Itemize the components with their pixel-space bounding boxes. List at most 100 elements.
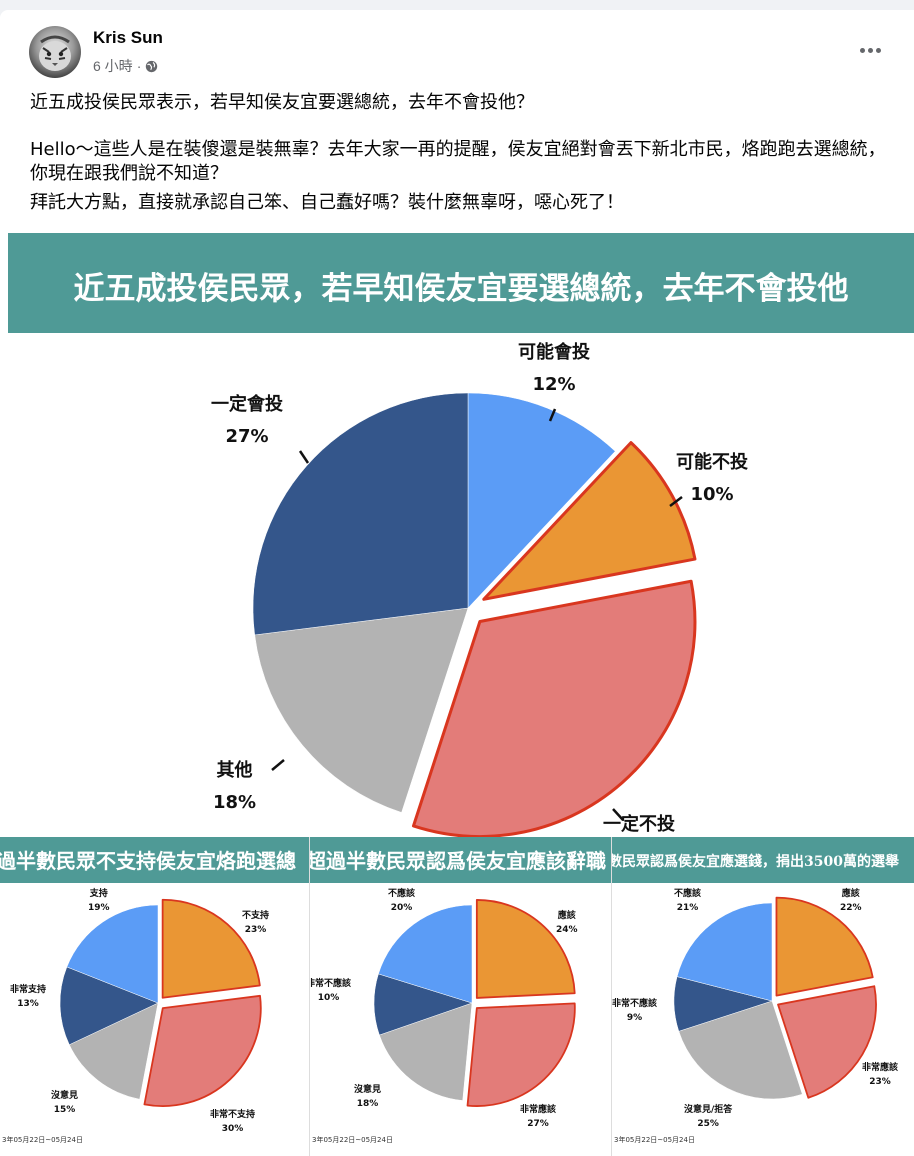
sub-chart-title: 數民眾認爲侯友宜應選錢，捐出3500萬的選舉 — [612, 854, 899, 870]
pie-label: 不應該 21% — [674, 887, 701, 915]
tiger-avatar-icon — [39, 35, 71, 71]
slice-label: 支持 — [89, 889, 108, 899]
pie-label: 支持 19% — [88, 887, 110, 915]
pie-label: 應該 22% — [840, 887, 862, 915]
leader-line — [271, 759, 285, 771]
pie-label: 沒意見/拒答 25% — [684, 1103, 732, 1131]
slice-label: 一定不投 — [603, 814, 675, 835]
slice-value-label: 27% — [527, 1119, 549, 1129]
pie-slice-3 — [254, 607, 469, 813]
pie-label: 一定不投 — [603, 809, 675, 838]
globe-icon[interactable] — [145, 60, 158, 73]
pie-label: 一定會投 27% — [211, 389, 283, 453]
post-paragraph: Hello～這些人是在裝傻還是裝無辜？去年大家一再的提醒，侯友宜絕對會丟下新北市… — [30, 139, 886, 184]
slice-value-label: 25% — [697, 1119, 719, 1129]
sub-chart-banner: 數民眾認爲侯友宜應選錢，捐出3500萬的選舉 — [612, 837, 914, 883]
author-name[interactable]: Kris Sun — [93, 28, 163, 47]
slice-label: 非常不應該 — [612, 999, 658, 1009]
meta-separator: · — [136, 58, 142, 74]
more-options-icon[interactable] — [856, 38, 884, 62]
slice-label: 沒意見 — [51, 1091, 79, 1101]
pie-label: 非常不應該 9% — [612, 997, 657, 1025]
sub-pie-chart-3 — [673, 896, 877, 1100]
slice-value-label: 22% — [840, 903, 862, 913]
slice-label: 可能不投 — [676, 452, 748, 473]
slice-label: 非常不應該 — [310, 979, 352, 989]
pie-label: 非常應該 23% — [862, 1061, 898, 1089]
slice-value-label: 21% — [676, 903, 699, 913]
pie-label: 沒意見 15% — [51, 1089, 78, 1117]
slice-value-label: 23% — [869, 1077, 891, 1087]
pie-slice-3 — [59, 966, 159, 1046]
slice-label: 不應該 — [388, 889, 416, 899]
sub-chart-title: 過半數民眾不支持侯友宜烙跑選總 — [0, 849, 296, 873]
slice-label: 其他 — [216, 760, 253, 781]
pie-slice-2 — [379, 1002, 473, 1101]
slice-value-label: 30% — [221, 1124, 244, 1134]
slice-value-label: 18% — [356, 1099, 379, 1109]
pie-slice-0 — [775, 896, 874, 997]
sub-pie-chart-2 — [373, 899, 576, 1107]
slice-label: 不應該 — [674, 889, 702, 899]
slice-label: 非常支持 — [10, 985, 47, 995]
pie-slice-4 — [676, 902, 773, 1002]
main-chart-image[interactable]: 近五成投侯民眾，若早知侯友宜要選總統，去年不會投他 可能會投 12% 可能不投 … — [8, 233, 914, 838]
slice-label: 不支持 — [242, 911, 270, 921]
slice-label: 非常應該 — [520, 1105, 557, 1115]
slice-value-label: 20% — [390, 903, 413, 913]
slice-value-label: 24% — [556, 925, 578, 935]
slice-value-label: 10% — [317, 993, 340, 1003]
pie-slice-2 — [678, 1000, 803, 1100]
pie-slice-4 — [66, 904, 159, 1004]
sub-chart-image-3[interactable]: 數民眾認爲侯友宜應選錢，捐出3500萬的選舉 不應該 21% 應該 22% 非常不應… — [612, 837, 914, 1156]
slice-label: 沒意見 — [354, 1085, 382, 1095]
slice-value-label: 12% — [532, 374, 576, 395]
pie-slice-4 — [252, 392, 469, 636]
survey-date: 3年05月22日~05月24日 — [2, 1136, 83, 1144]
slice-value-label: 27% — [225, 426, 269, 447]
chart-banner: 近五成投侯民眾，若早知侯友宜要選總統，去年不會投他 — [8, 233, 914, 333]
pie-label: 不應該 20% — [388, 887, 415, 915]
main-pie-chart — [252, 392, 697, 838]
pie-slice-0 — [161, 898, 261, 999]
post-paragraph: 近五成投侯民眾表示，若早知侯友宜要選總統，去年不會投他？ — [30, 92, 534, 113]
leader-line — [298, 450, 310, 464]
survey-date: 3年05月22日~05月24日 — [614, 1136, 695, 1144]
pie-slice-1 — [143, 994, 262, 1107]
sub-chart-banner: 超過半數民眾認爲侯友宜應該辭職 — [310, 837, 611, 883]
sub-pie-chart-1 — [59, 898, 262, 1107]
sub-chart-banner: 過半數民眾不支持侯友宜烙跑選總 — [0, 837, 309, 883]
slice-value-label: 15% — [53, 1105, 76, 1115]
slice-label: 應該 — [557, 911, 576, 921]
pie-label: 可能不投 10% — [676, 447, 748, 511]
slice-value-label: 10% — [690, 484, 734, 505]
slice-label: 非常應該 — [862, 1063, 899, 1073]
pie-slice-1 — [482, 441, 697, 601]
pie-label: 非常不應該 10% — [310, 977, 351, 1005]
slice-value-label: 19% — [88, 903, 110, 913]
sub-chart-image-2[interactable]: 超過半數民眾認爲侯友宜應該辭職 不應該 20% 應該 24% 非常不應該 10% 沒意… — [310, 837, 612, 1156]
pie-label: 不支持 23% — [242, 909, 269, 937]
sub-chart-image-1[interactable]: 過半數民眾不支持侯友宜烙跑選總 支持 19% 不支持 23% 非常支持 13% 沒意見… — [0, 837, 310, 1156]
slice-label: 一定會投 — [211, 394, 283, 415]
sub-chart-title: 超過半數民眾認爲侯友宜應該辭職 — [310, 849, 606, 873]
pie-label: 可能會投 12% — [518, 337, 590, 401]
post-timestamp[interactable]: 6 小時 — [93, 58, 133, 74]
slice-value-label: 9% — [626, 1013, 643, 1023]
slice-label: 沒意見/拒答 — [684, 1105, 733, 1115]
pie-slice-1 — [466, 1002, 576, 1107]
chart-title: 近五成投侯民眾，若早知侯友宜要選總統，去年不會投他 — [73, 271, 849, 307]
post-paragraph: 拜託大方點，直接就承認自己笨、自己蠢好嗎？裝什麼無辜呀，噁心死了！ — [30, 192, 624, 213]
slice-label: 應該 — [841, 889, 860, 899]
slice-label: 非常不支持 — [210, 1110, 256, 1120]
pie-slice-0 — [467, 392, 616, 609]
pie-label: 非常應該 27% — [520, 1103, 556, 1131]
pie-slice-2 — [411, 579, 697, 838]
pie-slice-4 — [378, 904, 473, 1004]
post-card: Kris Sun 6 小時 · 近五成投侯民眾表示，若早知侯友宜要選總統，去年不… — [0, 10, 914, 1156]
slice-label: 可能會投 — [518, 342, 590, 363]
post-meta: 6 小時 · — [93, 56, 158, 76]
author-avatar[interactable] — [29, 26, 81, 78]
slice-value-label: 23% — [244, 925, 267, 935]
pie-label: 應該 24% — [556, 909, 578, 937]
